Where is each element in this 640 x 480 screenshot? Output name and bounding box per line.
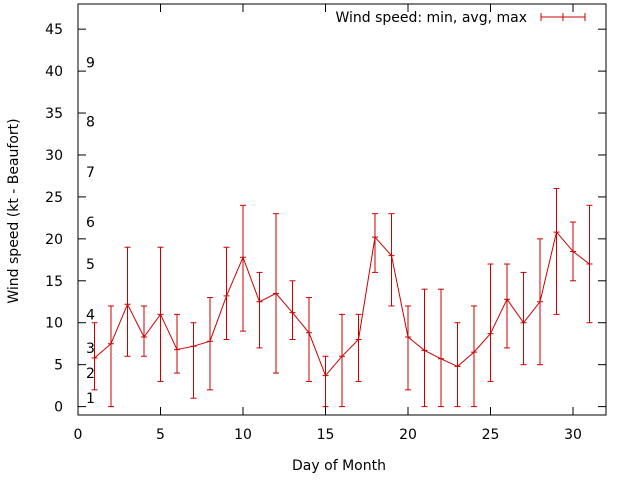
beaufort-label: 4 [86,307,95,323]
data-point [289,309,296,316]
beaufort-label: 8 [86,114,95,130]
data-point [141,333,147,340]
beaufort-label: 6 [86,215,95,231]
beaufort-label: 9 [86,56,95,72]
x-tick-label: 5 [156,427,165,443]
beaufort-scale-labels: 1 2 3 4 5 6 7 8 9 [86,56,95,408]
y-tick-label: 15 [45,274,63,290]
data-point [190,343,197,350]
data-point [108,340,114,347]
data-point [438,355,444,362]
data-point [454,363,461,370]
data-point [504,296,510,303]
x-tick-label: 25 [482,427,500,443]
legend-label: Wind speed: min, avg, max [335,10,527,26]
x-axis-label: Day of Month [292,458,386,474]
data-point [306,329,312,336]
data-point [471,349,477,356]
y-tick-label: 0 [54,400,63,416]
data-point [256,298,263,305]
data-point [174,346,180,353]
x-tick-label: 15 [317,427,335,443]
data-point [223,292,230,299]
data-point [157,311,164,318]
y-axis-label: Wind speed (kt - Beaufort) [6,118,22,303]
legend: Wind speed: min, avg, max [335,10,586,26]
plot-frame [77,3,607,416]
data-point [339,353,345,360]
data-point [355,336,362,343]
data-point [570,248,576,255]
beaufort-label: 7 [86,165,95,181]
y-tick-label: 20 [45,232,63,248]
data-point [91,354,98,361]
y-tick-label: 5 [54,358,63,374]
data-point [388,252,395,259]
beaufort-label: 2 [86,366,95,382]
y-tick-label: 45 [45,22,63,38]
data-point [322,372,329,379]
series-wind-speed [91,188,593,408]
data-point [124,301,131,308]
y-tick-label: 25 [45,190,63,206]
data-point [487,330,494,337]
data-point [553,229,560,236]
data-point [537,298,543,305]
data-point [405,333,411,340]
data-point [586,261,593,268]
beaufort-label: 5 [86,257,95,273]
data-point [240,254,246,261]
x-tick-label: 0 [74,427,83,443]
data-point [273,290,279,297]
y-tick-label: 35 [45,106,63,122]
beaufort-label: 3 [86,341,95,357]
data-point [207,338,213,345]
beaufort-label: 1 [86,391,95,407]
data-point [421,347,428,354]
y-tick-label: 30 [45,148,63,164]
data-point [372,234,378,241]
x-tick-label: 20 [399,427,417,443]
x-tick-label: 30 [564,427,582,443]
y-tick-label: 40 [45,64,63,80]
data-point [520,319,527,326]
x-tick-label: 10 [234,427,252,443]
y-tick-label: 10 [45,316,63,332]
